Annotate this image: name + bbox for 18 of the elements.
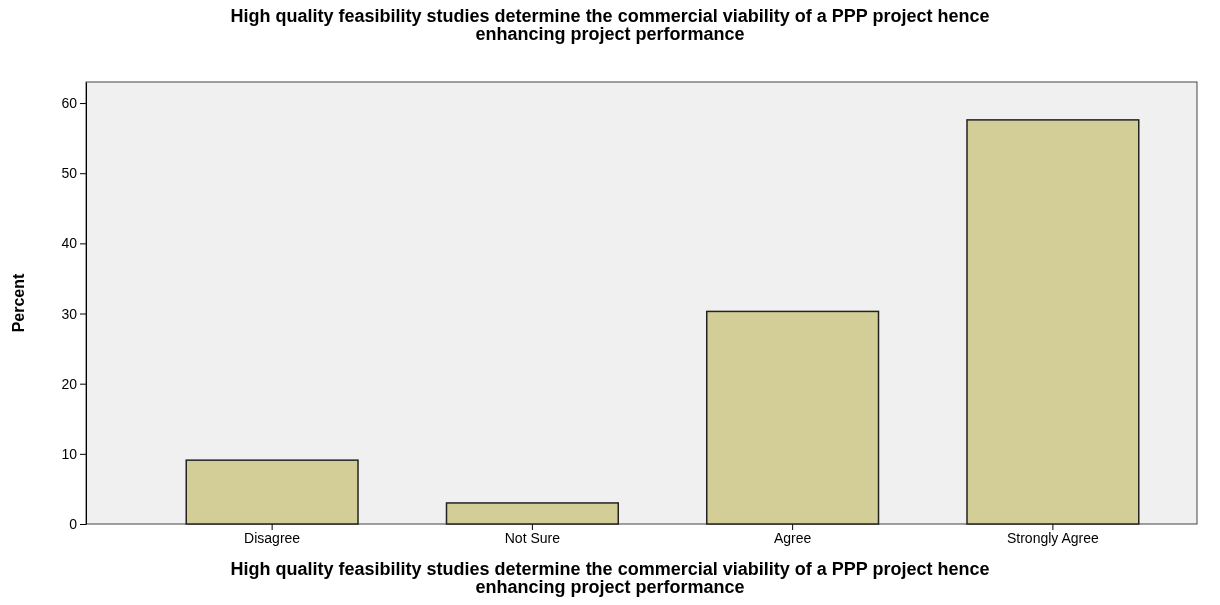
x-tick-label: Agree xyxy=(773,529,812,546)
bar xyxy=(445,502,620,525)
bar xyxy=(705,310,880,525)
x-tick-label: Disagree xyxy=(244,529,301,546)
chart-title: High quality feasibility studies determine the commercial viability of a PPP project hence enhancing project performance xyxy=(230,6,990,44)
x-tick-label: Strongly Agree xyxy=(1006,529,1099,546)
x-tick-label: Not Sure xyxy=(504,529,561,546)
y-tick-label: 30 xyxy=(61,305,78,322)
y-tick-label: 50 xyxy=(61,165,78,182)
bar xyxy=(185,459,359,525)
y-axis-title: Percent xyxy=(10,272,27,333)
bar xyxy=(966,119,1140,525)
x-axis-title: High quality feasibility studies determine the commercial viability of a PPP project hence enhancing project performance xyxy=(230,559,990,597)
y-tick-label: 10 xyxy=(61,445,78,462)
y-tick-label: 20 xyxy=(61,375,78,392)
y-tick-label: 0 xyxy=(69,515,78,532)
y-tick-label: 60 xyxy=(61,95,78,112)
y-tick-label: 40 xyxy=(61,235,78,252)
